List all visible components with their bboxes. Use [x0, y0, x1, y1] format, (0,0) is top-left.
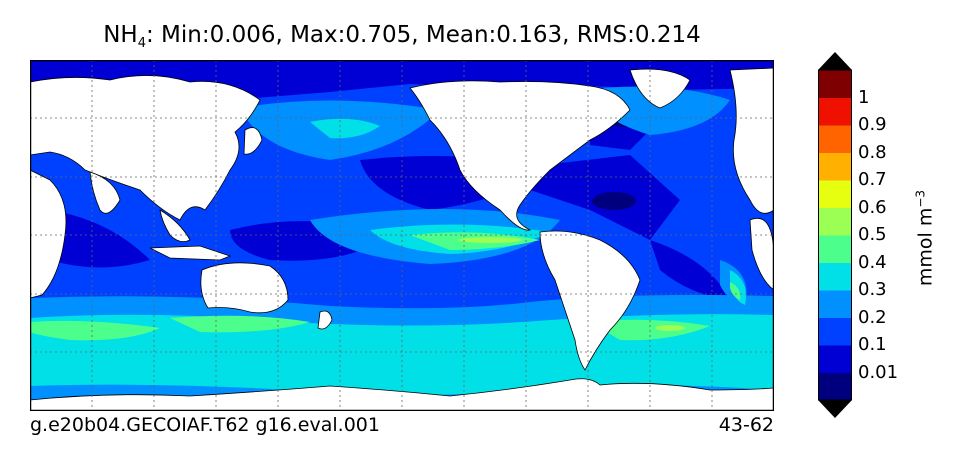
colorbar-segment: [818, 207, 852, 236]
colorbar-segment: [818, 235, 852, 263]
colorbar-tick-label: 0.3: [858, 279, 887, 300]
greenland: [629, 68, 691, 109]
colorbar-segment: [818, 262, 852, 291]
colorbar-tick-label: 0.1: [858, 334, 887, 355]
colorbar-segment: [818, 372, 852, 401]
colorbar-tick-label: 0.4: [858, 251, 887, 273]
colorbar-tick-label: 1: [858, 86, 870, 108]
japan: [243, 127, 263, 155]
colorbar-tick-label: 0.2: [858, 306, 887, 328]
colorbar-tick-label: 0.6: [858, 196, 887, 218]
asia: [30, 75, 261, 221]
colorbar-segment: [818, 345, 852, 373]
india: [89, 171, 121, 214]
colorbar-segment: [818, 317, 852, 346]
new-zealand: [317, 310, 333, 330]
colorbar-under-arrow: [818, 400, 852, 418]
colorbar-unit: mmol m−3: [913, 190, 936, 286]
title-subscript: 4: [137, 36, 146, 51]
colorbar-segment: [818, 152, 852, 181]
unit-exponent: −3: [913, 189, 928, 208]
colorbar-segment: [818, 70, 852, 98]
se-asia: [159, 209, 191, 243]
plot-title: NH4: Min:0.006, Max:0.705, Mean:0.163, R…: [30, 22, 774, 51]
lime-band: [458, 237, 685, 331]
year-range: 43-62: [718, 414, 774, 436]
colorbar-segment: [818, 180, 852, 208]
colorbar-tick-label: 0.01: [858, 361, 899, 383]
africa: [30, 169, 67, 299]
australia: [200, 262, 289, 314]
ocean-map: [30, 60, 774, 411]
map-frame: [30, 60, 774, 411]
colorbar-frame: [818, 69, 852, 401]
title-species: NH: [103, 22, 138, 48]
colorbar-over-arrow: [818, 52, 852, 70]
colorbar-tick-label: 0.5: [858, 224, 887, 245]
colorbar: [818, 52, 852, 418]
gridlines: [30, 60, 774, 411]
colorbar-tick-label: 0.7: [858, 169, 887, 190]
colorbar-tick-label: 0.9: [858, 114, 887, 135]
africa-east: [749, 218, 774, 291]
case-name: g.e20b04.GECOIAF.T62 g16.eval.001: [30, 414, 380, 436]
south-america: [539, 230, 641, 371]
min-core: [592, 192, 636, 210]
colorbar-tick-label: 0.8: [858, 141, 887, 163]
colorbar-segment: [818, 290, 852, 318]
indonesia: [149, 245, 232, 261]
colorbar-segment: [818, 97, 852, 126]
colorbar-segment: [818, 125, 852, 153]
unit-base: mmol m: [914, 207, 937, 287]
title-stats: : Min:0.006, Max:0.705, Mean:0.163, RMS:…: [146, 22, 701, 48]
green-band: [30, 232, 741, 341]
